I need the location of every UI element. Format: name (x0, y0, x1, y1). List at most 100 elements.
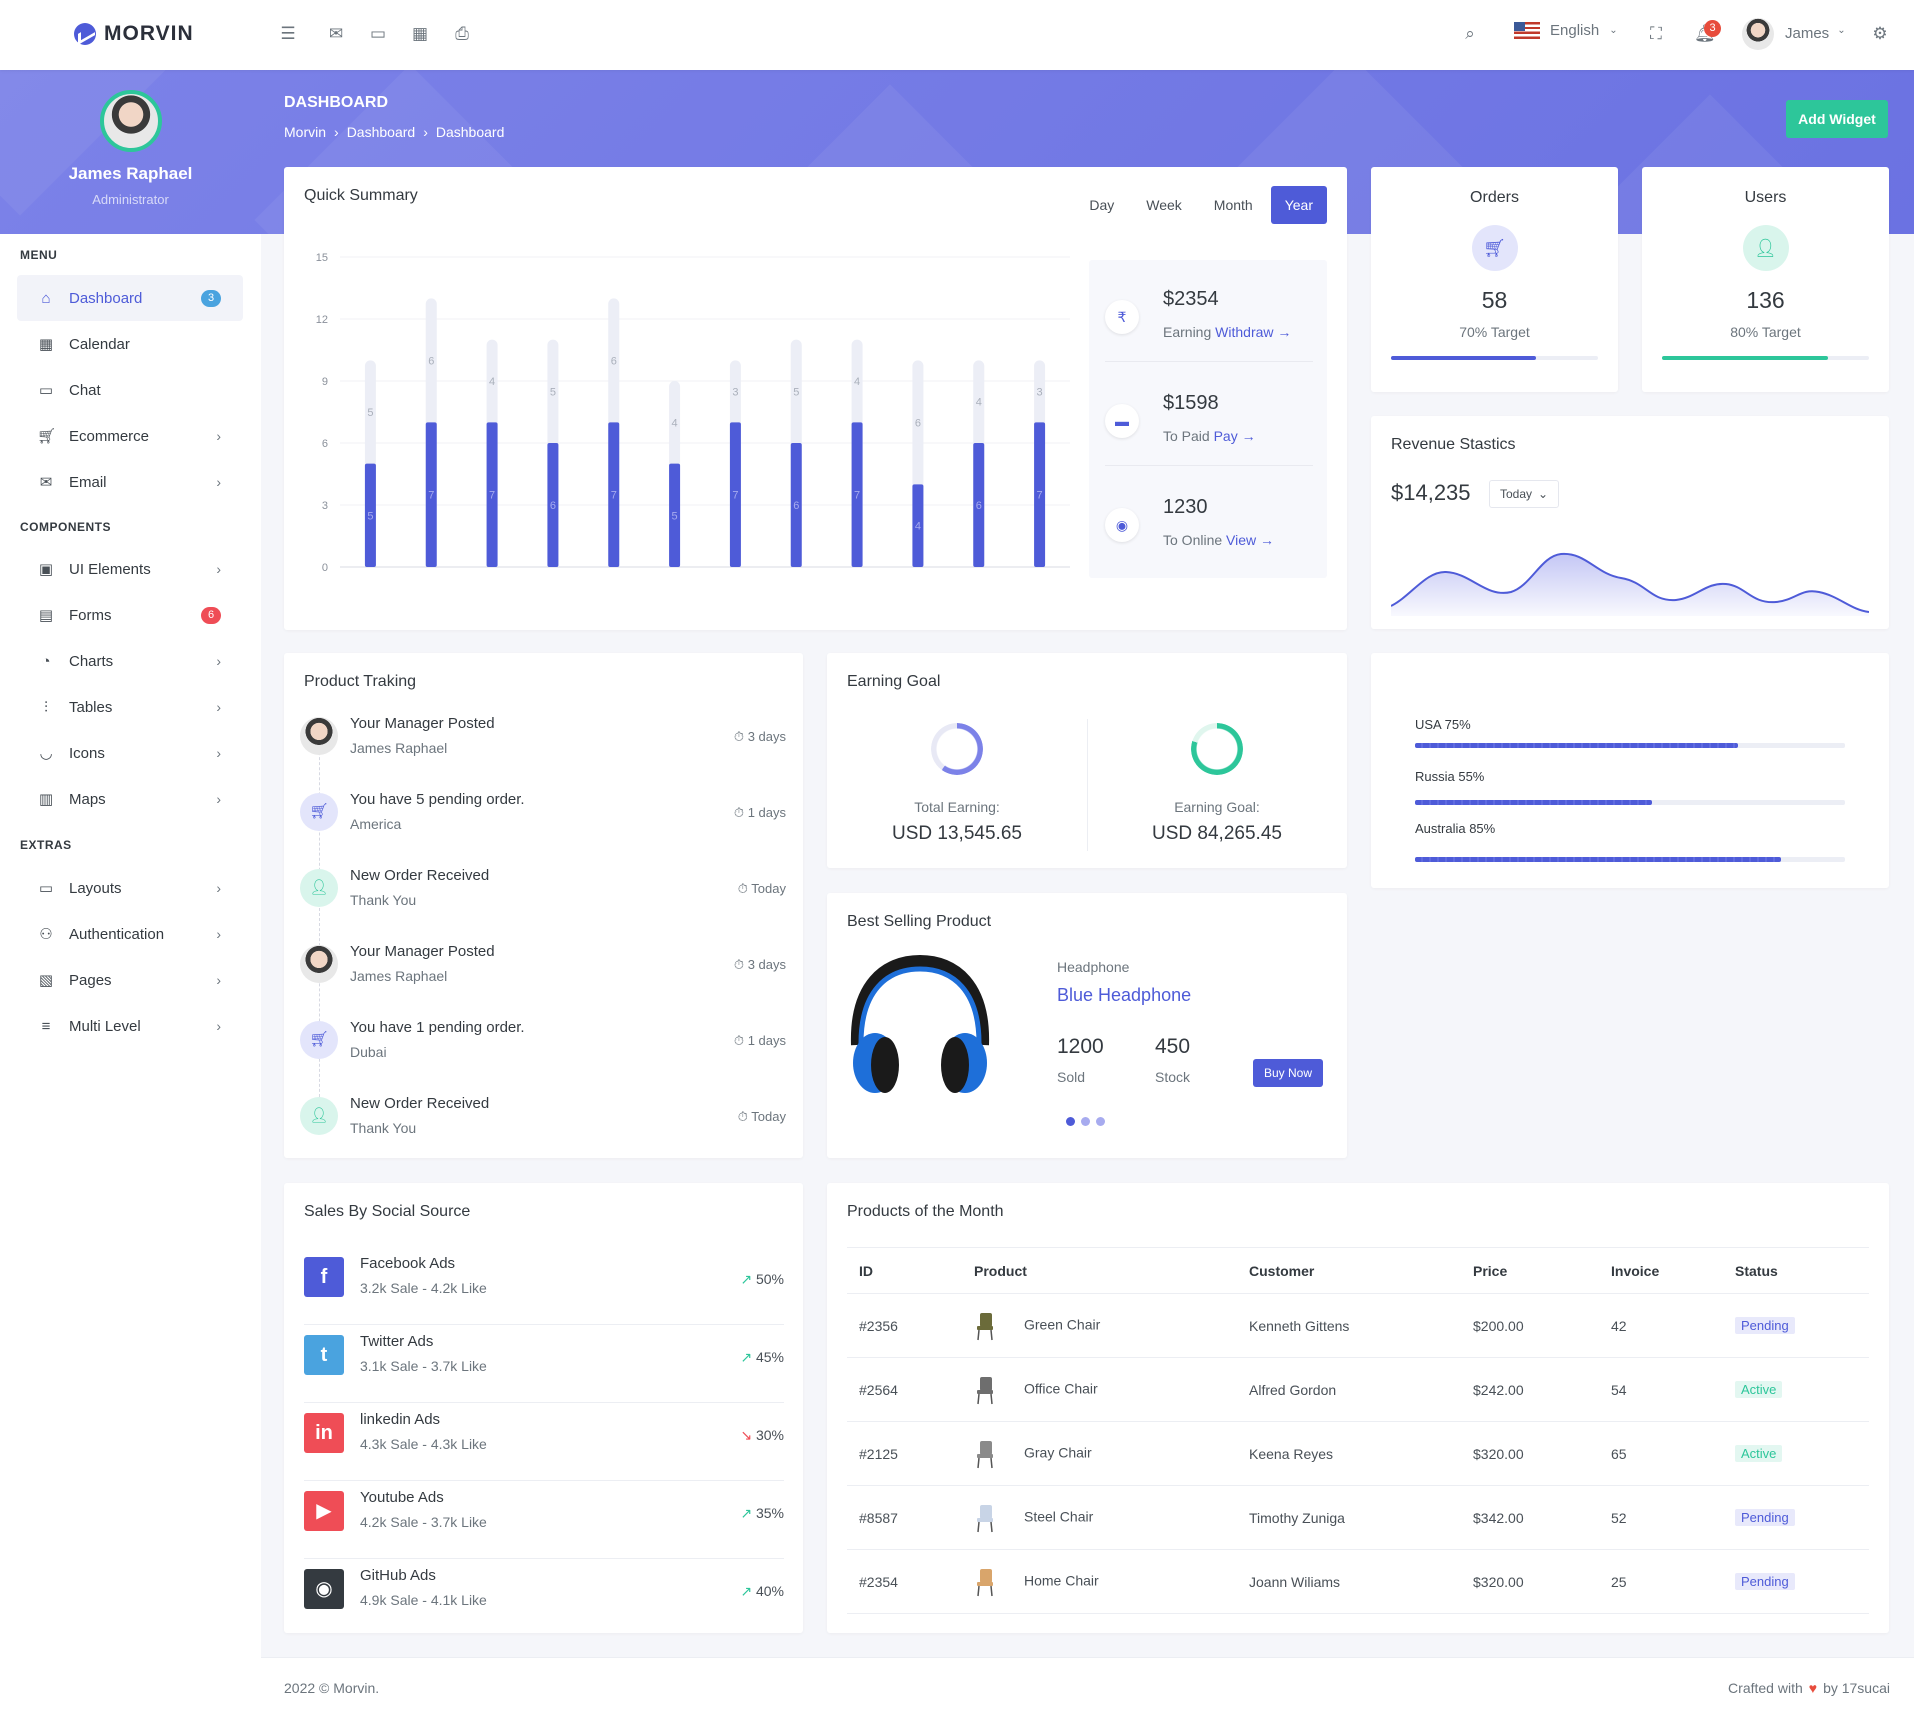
bar-series-1-oct (912, 484, 924, 567)
table-row[interactable]: #2356 Green Chair Kenneth Gittens $200.00 42… (847, 1293, 1869, 1358)
card-title: Products of the Month (847, 1203, 1004, 1220)
sidebar-item-multi-level[interactable]: ≡ Multi Level › (17, 1003, 243, 1049)
summary-link[interactable]: View → (1226, 532, 1274, 548)
y-tick-label: 15 (316, 252, 328, 264)
trend-up-icon: ↗ (740, 1271, 756, 1287)
cell-id: #2354 (847, 1549, 962, 1614)
add-widget-button[interactable]: Add Widget (1786, 100, 1888, 138)
sidebar-item-maps[interactable]: ▥ Maps › (17, 776, 243, 822)
table-row[interactable]: #2354 Home Chair Joann Wiliams $320.00 25 Pen… (847, 1549, 1869, 1614)
sidebar-item-layouts[interactable]: ▭ Layouts › (17, 865, 243, 911)
summary-item: ◉ 1230 To Online View → (1105, 468, 1313, 570)
cell-invoice: 25 (1599, 1549, 1723, 1614)
fullscreen-icon[interactable]: ⛶ (1650, 24, 1662, 43)
orders-card: Orders 🛒︎ 58 70% Target (1371, 167, 1618, 392)
summary-value: $1598 (1163, 392, 1219, 414)
sidebar-item-email[interactable]: ✉ Email › (17, 459, 243, 505)
sidebar-section-components: COMPONENTS (20, 520, 112, 534)
table-row[interactable]: #8587 Steel Chair Timothy Zuniga $342.00 52 P… (847, 1485, 1869, 1550)
period-month-button[interactable]: Month (1213, 197, 1253, 213)
bar-data-label: 7 (854, 490, 860, 502)
period-day-button[interactable]: Day (1089, 197, 1115, 213)
cell-customer: Kenneth Gittens (1237, 1293, 1461, 1358)
hamburger-menu-icon[interactable]: ☰ (280, 24, 296, 43)
cell-invoice: 42 (1599, 1293, 1723, 1358)
carousel-dot[interactable] (1066, 1117, 1075, 1126)
user-menu[interactable]: James ⌄ (1785, 25, 1846, 42)
settings-gear-icon[interactable]: ⚙ (1872, 24, 1888, 43)
period-year-button[interactable]: Year (1270, 186, 1327, 224)
column-header-invoice: Invoice (1599, 1247, 1723, 1294)
bar-data-label: 5 (793, 386, 799, 398)
revenue-filter[interactable]: Today ⌄ (1489, 480, 1560, 508)
chevron-down-icon: ⌄ (1538, 487, 1549, 501)
social-source-stats: 3.1k Sale - 3.7k Like (360, 1358, 487, 1374)
sidebar-item-label: Pages (69, 971, 112, 989)
cell-price: $320.00 (1461, 1421, 1599, 1486)
sidebar-item-authentication[interactable]: ⚇ Authentication › (17, 911, 243, 957)
bar-data-label: 7 (1037, 490, 1043, 502)
tracking-time-label: 3 days (747, 729, 786, 744)
cell-id: #8587 (847, 1485, 962, 1550)
total-earning-label: Total Earning: (914, 799, 1000, 815)
table-row[interactable]: #2564 Office Chair Alfred Gordon $242.00 54 A… (847, 1357, 1869, 1422)
product-name: Steel Chair (1024, 1508, 1094, 1525)
bar-series-1-apr (547, 443, 559, 567)
product-name[interactable]: Blue Headphone (1057, 985, 1192, 1005)
period-week-button[interactable]: Week (1146, 197, 1182, 213)
sidebar-item-forms[interactable]: ▤ Forms 6 (17, 592, 243, 638)
search-icon[interactable]: ⌕ (1465, 24, 1475, 43)
printer-icon[interactable]: ⎙ (455, 24, 469, 43)
table-header: ID Product Customer Price Invoice Status (847, 1247, 1869, 1294)
bar-data-label: 4 (854, 376, 860, 388)
sidebar-item-charts[interactable]: ◔ Charts › (17, 638, 243, 684)
trend-up-icon: ↗ (740, 1349, 756, 1365)
table-row[interactable]: #2125 Gray Chair Keena Reyes $320.00 65 Activ… (847, 1421, 1869, 1486)
social-source-name: linkedin Ads (360, 1411, 441, 1428)
sidebar-item-ui-elements[interactable]: ▣ UI Elements › (17, 546, 243, 592)
country-progress-card: USA 75% Russia 55% Australia 85% (1371, 653, 1889, 888)
sidebar-item-chat[interactable]: ▭ Chat (17, 367, 243, 413)
users-target: 80% Target (1730, 324, 1801, 340)
bar-data-label: 7 (732, 490, 738, 502)
pages-icon: ▧ (38, 972, 54, 989)
notification-badge: 3 (1704, 20, 1721, 37)
topbar: MORVIN ☰ ✉ ▭ ▦ ⎙ ⌕ English ⌄ ⛶ 🔔︎ 3 Jame… (0, 0, 1914, 70)
stock-value: 450 (1155, 1035, 1191, 1058)
sidebar-item-pages[interactable]: ▧ Pages › (17, 957, 243, 1003)
calendar-icon[interactable]: ▦ (411, 24, 429, 43)
breadcrumb-item[interactable]: Morvin (284, 124, 327, 140)
cell-invoice: 52 (1599, 1485, 1723, 1550)
earning-goal-label: Earning Goal: (1174, 799, 1260, 815)
buy-now-button[interactable]: Buy Now (1253, 1059, 1323, 1087)
mail-icon[interactable]: ✉ (328, 24, 344, 43)
logo[interactable]: MORVIN (74, 22, 194, 46)
sidebar-item-calendar[interactable]: ▦ Calendar (17, 321, 243, 367)
sidebar-item-icons[interactable]: ◡ Icons › (17, 730, 243, 776)
timer-icon: ⏱ (737, 881, 752, 896)
total-earning-value: USD 13,545.65 (892, 823, 1022, 844)
summary-link[interactable]: Pay → (1214, 428, 1256, 444)
chat-icon[interactable]: ▭ (369, 24, 387, 43)
language-selector[interactable]: English ⌄ (1514, 22, 1618, 39)
user-avatar[interactable] (1742, 18, 1774, 50)
status-badge: Active (1735, 1445, 1783, 1462)
chevron-right-icon: › (216, 474, 221, 490)
summary-link[interactable]: Withdraw → (1215, 324, 1291, 340)
sidebar-item-dashboard[interactable]: ⌂ Dashboard 3 (17, 275, 243, 321)
product-name: Green Chair (1024, 1316, 1101, 1333)
cell-status: Pending (1723, 1549, 1869, 1614)
sidebar-badge: 3 (201, 289, 221, 307)
carousel-dot[interactable] (1081, 1117, 1090, 1126)
sidebar-section-menu: MENU (20, 248, 58, 262)
sidebar-item-label: Icons (69, 744, 105, 762)
profile-avatar[interactable] (99, 90, 162, 152)
summary-link-label: View (1226, 532, 1257, 548)
breadcrumb-item[interactable]: Dashboard (346, 124, 416, 140)
social-percent-value: 40% (755, 1583, 784, 1599)
sidebar-item-ecommerce[interactable]: 🛒︎ Ecommerce › (17, 413, 243, 459)
sidebar-item-tables[interactable]: ⫶ Tables › (17, 684, 243, 730)
carousel-dot[interactable] (1096, 1117, 1105, 1126)
bar-data-label: 4 (976, 397, 982, 409)
bar-data-label: 4 (489, 376, 495, 388)
